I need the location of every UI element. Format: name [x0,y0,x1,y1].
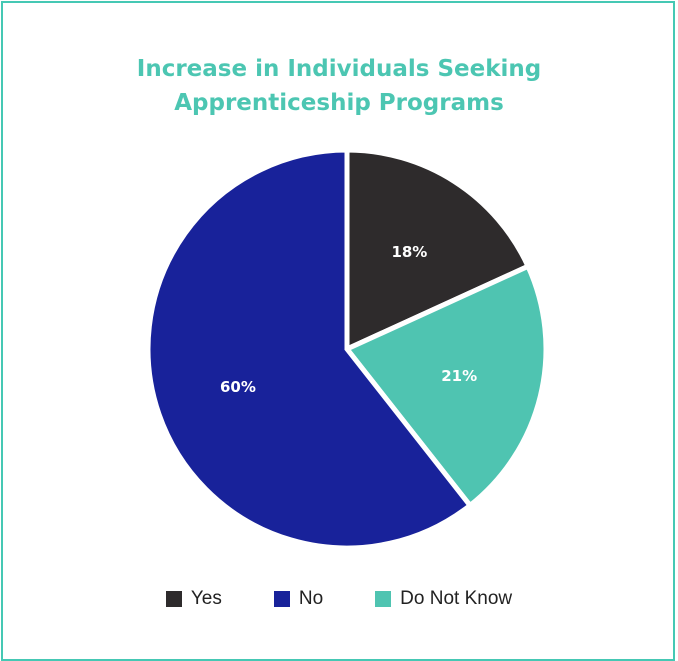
chart-legend: Yes No Do Not Know [0,588,678,610]
legend-label-yes: Yes [190,588,222,609]
pie-slice-no [145,147,474,551]
legend-item-no: No [273,588,324,610]
legend-label-do-not-know: Do Not Know [400,588,513,609]
chart-title-line-2: Apprenticeship Programs [174,90,504,116]
legend-swatch-no [273,591,290,607]
legend-swatch-do-not-know [375,591,392,607]
legend-label-no: No [298,588,324,609]
legend-item-yes: Yes [165,588,222,610]
pie-slice-do-not-know [343,263,549,509]
chart-title: Increase in Individuals Seeking Apprenti… [0,52,678,120]
pie-slice-yes [344,147,532,353]
pie-label-yes: 18% [391,243,427,261]
legend-item-do-not-know: Do Not Know [375,588,512,610]
pie-label-no: 60% [220,378,256,396]
pie-label-do-not-know: 21% [441,367,477,385]
legend-swatch-yes [165,591,182,607]
chart-title-line-1: Increase in Individuals Seeking [136,56,542,82]
